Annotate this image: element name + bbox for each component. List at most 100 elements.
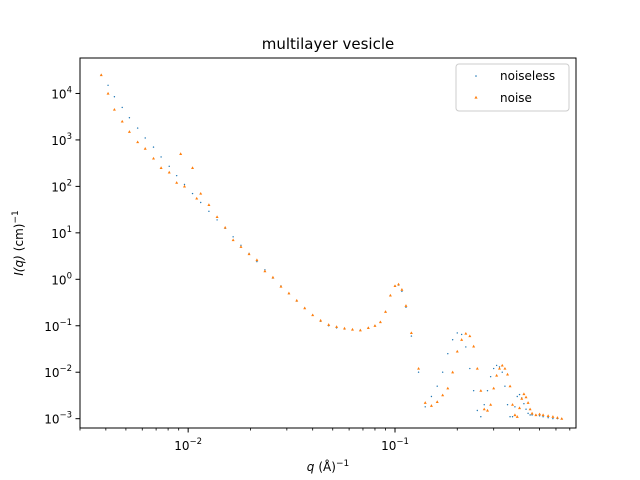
plot-frame [79,57,577,429]
noise-point [446,386,450,390]
y-tick-label: 10−1 [44,318,72,334]
noise-point [518,406,522,410]
noise-point [120,119,124,123]
noise-point [555,416,559,419]
noise-point [335,325,339,328]
noise-point [513,413,517,417]
noiseless-point [183,183,186,186]
noise-point [152,156,156,160]
noise-point [508,384,512,388]
noise-point [106,91,110,95]
noiseless-point [152,146,155,148]
noiseless-point [542,416,544,418]
noiseless-point [460,333,463,336]
tick-exponent: −3 [59,411,72,421]
x-axis-exponent: −1 [336,459,349,469]
noiseless-point [405,306,407,308]
noise-point [429,404,433,407]
noiseless-point [486,390,489,392]
noise-point [358,328,362,332]
y-tick-label: 104 [51,85,72,101]
noise-point [127,130,131,133]
x-axis-unit: (Å) [318,459,336,474]
noiseless-point [424,406,426,408]
tick-exponent: −2 [190,437,203,447]
noiseless-point [175,174,178,177]
noise-point [492,386,496,390]
chart-title: multilayer vesicle [262,35,394,53]
noise-point [255,258,259,262]
noise-point [388,293,392,297]
x-tick-label: 10−2 [174,437,202,453]
x-axis-variable: q [307,460,315,474]
noiseless-point [200,201,202,204]
noise-point [247,252,251,256]
noiseless-point [504,385,506,387]
noise-point [327,323,331,326]
y-tick-label: 100 [51,271,72,287]
noise-point [423,401,427,404]
noise-point [404,304,408,307]
noise-point [207,203,211,206]
noise-point [515,415,519,418]
tick-base: 10 [44,320,59,334]
noiseless-point [447,353,449,355]
noise-point [195,196,199,200]
tick-exponent: −1 [396,437,409,447]
noise-point [506,372,510,376]
tick-base: 10 [51,180,66,194]
noise-point [489,403,493,406]
tick-base: 10 [44,366,59,380]
noise-point [295,298,299,302]
noiseless-point [401,290,403,293]
noiseless-point [495,364,498,367]
noise-point [524,395,528,399]
noise-point [455,349,459,353]
noise-point [526,401,530,404]
noiseless-point [527,412,529,415]
noiseless-point [128,117,131,119]
legend-box [455,63,570,112]
noise-point [384,310,388,313]
noise-point [179,152,183,156]
noise-point [511,403,515,406]
noise-point [534,413,538,417]
legend: noiseless noise [455,63,570,112]
noise-point [417,366,421,370]
noise-point [460,338,464,341]
noiseless-point [472,390,475,392]
noise-point [400,288,404,291]
tick-base: 10 [44,413,59,427]
noiseless-point [523,403,525,405]
noiseless-point [436,385,438,387]
noiseless-point [525,408,527,410]
noiseless-point [160,156,162,158]
noise-point [500,363,504,367]
noise-point [538,412,542,416]
noise-point [366,326,370,329]
noiseless-point [529,414,531,416]
tick-base: 10 [51,134,66,148]
x-tick-label: 10−1 [381,437,409,453]
y-axis-variable: I(q) [12,255,26,276]
noiseless-point [232,236,234,238]
noiseless-point [410,335,413,337]
noise-point [143,147,147,150]
noise-point [343,326,347,330]
y-tick-label: 102 [51,178,72,194]
noiseless-point [208,210,210,213]
noiseless-point [476,409,479,412]
noiseless-point [107,84,109,86]
noise-point [373,324,377,327]
noiseless-point [168,165,170,168]
noise-point [159,166,163,169]
noise-point [409,331,413,335]
noise-point [303,306,307,310]
noise-point [167,170,171,174]
noise-point [495,373,499,377]
noise-point [182,184,186,188]
tick-exponent: 2 [67,178,72,188]
noiseless-point [191,192,194,195]
noise-point [199,191,203,195]
